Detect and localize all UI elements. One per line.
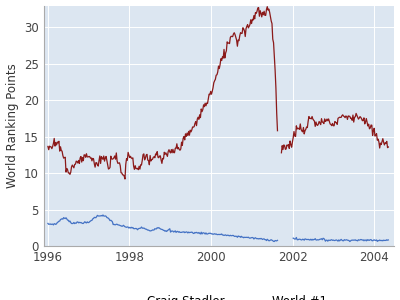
Y-axis label: World Ranking Points: World Ranking Points xyxy=(6,63,18,188)
Craig Stadler xyxy=(192,232,196,235)
World #1 xyxy=(203,101,208,105)
World #1 xyxy=(46,145,50,148)
Craig Stadler xyxy=(203,232,208,236)
World #1 xyxy=(192,125,196,128)
World #1 xyxy=(125,158,130,162)
World #1 xyxy=(256,6,260,10)
Craig Stadler xyxy=(46,222,50,225)
Line: World #1: World #1 xyxy=(48,7,388,179)
Craig Stadler xyxy=(125,225,130,229)
World #1 xyxy=(386,145,391,149)
Craig Stadler xyxy=(74,221,79,225)
Craig Stadler xyxy=(250,236,255,239)
World #1 xyxy=(74,159,79,163)
Craig Stadler xyxy=(386,238,391,242)
Legend: Craig Stadler, World #1: Craig Stadler, World #1 xyxy=(107,290,332,300)
Craig Stadler xyxy=(256,237,260,240)
Line: Craig Stadler: Craig Stadler xyxy=(48,215,388,242)
World #1 xyxy=(250,18,255,21)
